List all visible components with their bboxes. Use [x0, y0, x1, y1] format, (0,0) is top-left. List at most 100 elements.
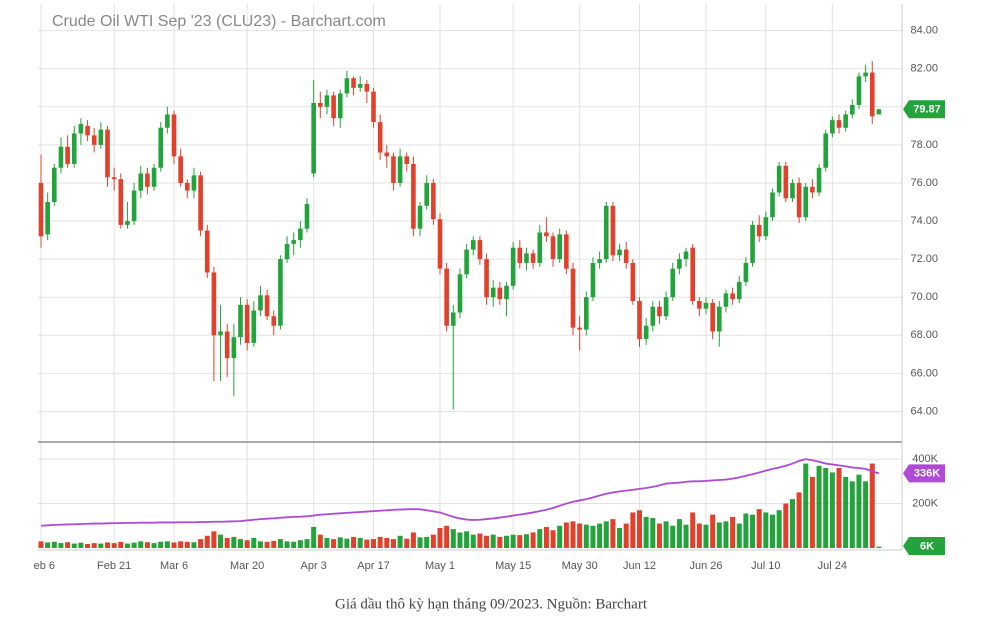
- candle-body: [603, 205, 609, 260]
- marks: [38, 61, 882, 548]
- candle-body: [417, 205, 423, 229]
- candle-body: [677, 259, 682, 269]
- y-tick-label: 76.00: [910, 177, 938, 189]
- candle-body: [783, 165, 789, 199]
- volume-bar: [863, 481, 869, 548]
- volume-bar: [530, 532, 536, 548]
- candle-body: [790, 182, 795, 199]
- volume-bar: [244, 540, 250, 548]
- volume-bar: [257, 541, 263, 548]
- candle-body: [138, 173, 144, 191]
- candle-body: [98, 129, 104, 145]
- candle-body: [165, 114, 170, 128]
- candle-body: [238, 304, 243, 338]
- last-volume-label-box: [903, 537, 945, 555]
- candle-body: [770, 192, 775, 218]
- candle-body: [125, 221, 130, 225]
- volume-bar: [251, 538, 257, 548]
- volume-bar: [876, 546, 882, 548]
- volume-bar: [364, 539, 370, 548]
- volume-bar: [750, 514, 756, 548]
- volume-bar: [324, 538, 330, 548]
- x-labels: Feb 6 Feb 21 Mar 6 Mar 20 Apr 3 Apr 17 May 1 Ma…: [34, 560, 847, 572]
- volume-bar: [803, 463, 809, 548]
- candle-body: [577, 327, 582, 330]
- candle-body: [663, 297, 669, 317]
- volume-bar: [390, 539, 396, 548]
- volume-bar: [224, 538, 230, 548]
- volume-bar: [477, 533, 483, 548]
- volume-bar: [138, 541, 144, 548]
- candle-body: [318, 103, 323, 107]
- candle-body: [643, 325, 649, 340]
- y-tick-label: 64.00: [910, 405, 938, 417]
- volume-bar: [490, 534, 496, 548]
- candle-body: [85, 125, 90, 136]
- x-tick-label: May 30: [562, 560, 598, 572]
- candle-body: [736, 281, 742, 300]
- volume-bar: [178, 541, 184, 548]
- candle-body: [470, 240, 476, 250]
- volume-bar: [204, 535, 210, 548]
- candle-body: [451, 312, 456, 326]
- candle-body: [850, 104, 855, 115]
- volume-bar: [783, 503, 789, 548]
- volume-bar: [158, 541, 164, 548]
- candle-body: [377, 122, 383, 153]
- volume-bar: [337, 537, 343, 548]
- candle-body: [291, 240, 296, 244]
- candle-body: [517, 247, 523, 263]
- volume-bar: [71, 543, 77, 548]
- x-tick-label: Apr 17: [357, 560, 389, 572]
- candle-body: [371, 91, 376, 123]
- volume-bar: [590, 525, 596, 548]
- volume-bar: [371, 539, 376, 548]
- volume-bar: [543, 526, 549, 548]
- candle-body: [91, 135, 97, 145]
- y2-tick-label: 200K: [912, 497, 938, 509]
- candle-body: [145, 173, 150, 187]
- candle-body: [38, 182, 44, 237]
- volume-bar: [736, 523, 742, 548]
- volume-bar: [331, 539, 337, 548]
- candle-body: [437, 219, 443, 269]
- candle-body: [810, 186, 815, 193]
- x-tick-label: Jul 24: [818, 560, 847, 572]
- volume-bar: [410, 532, 416, 548]
- x-tick-label: Jun 12: [623, 560, 656, 572]
- candle-body: [198, 175, 203, 231]
- volume-bar: [78, 542, 84, 548]
- candle-body: [351, 78, 356, 88]
- candle-body: [524, 253, 529, 263]
- volume-bar: [497, 536, 503, 548]
- volume-bar: [357, 538, 363, 548]
- candle-body: [856, 76, 862, 105]
- candle-body: [457, 274, 463, 313]
- avg-volume-label-box: [903, 464, 945, 483]
- volume-bar: [85, 544, 91, 548]
- volume-bar: [91, 543, 97, 548]
- volume-bar: [58, 543, 64, 548]
- volume-bar: [144, 542, 150, 548]
- candle-body: [464, 249, 469, 275]
- y-tick-label: 66.00: [910, 367, 938, 379]
- volume-bar: [650, 518, 656, 548]
- y2-tick-label: 400K: [912, 453, 938, 465]
- volume-bar: [98, 543, 104, 548]
- candle-body: [324, 95, 330, 107]
- candle-body: [304, 203, 310, 229]
- volume-bar: [743, 513, 749, 548]
- candle-body: [284, 243, 290, 260]
- caption: Giá dầu thô kỳ hạn tháng 09/2023. Nguồn:…: [335, 596, 648, 612]
- candle-body: [730, 293, 735, 300]
- candle-body: [550, 236, 556, 260]
- candle-body: [364, 83, 370, 92]
- candle-body: [52, 167, 57, 203]
- y-tick-label: 72.00: [910, 253, 938, 265]
- x-tick-label: Feb 21: [97, 560, 131, 572]
- candle-body: [211, 272, 217, 336]
- volume-bar: [683, 524, 689, 548]
- volume-bar: [829, 472, 835, 548]
- volume-bar: [384, 538, 390, 548]
